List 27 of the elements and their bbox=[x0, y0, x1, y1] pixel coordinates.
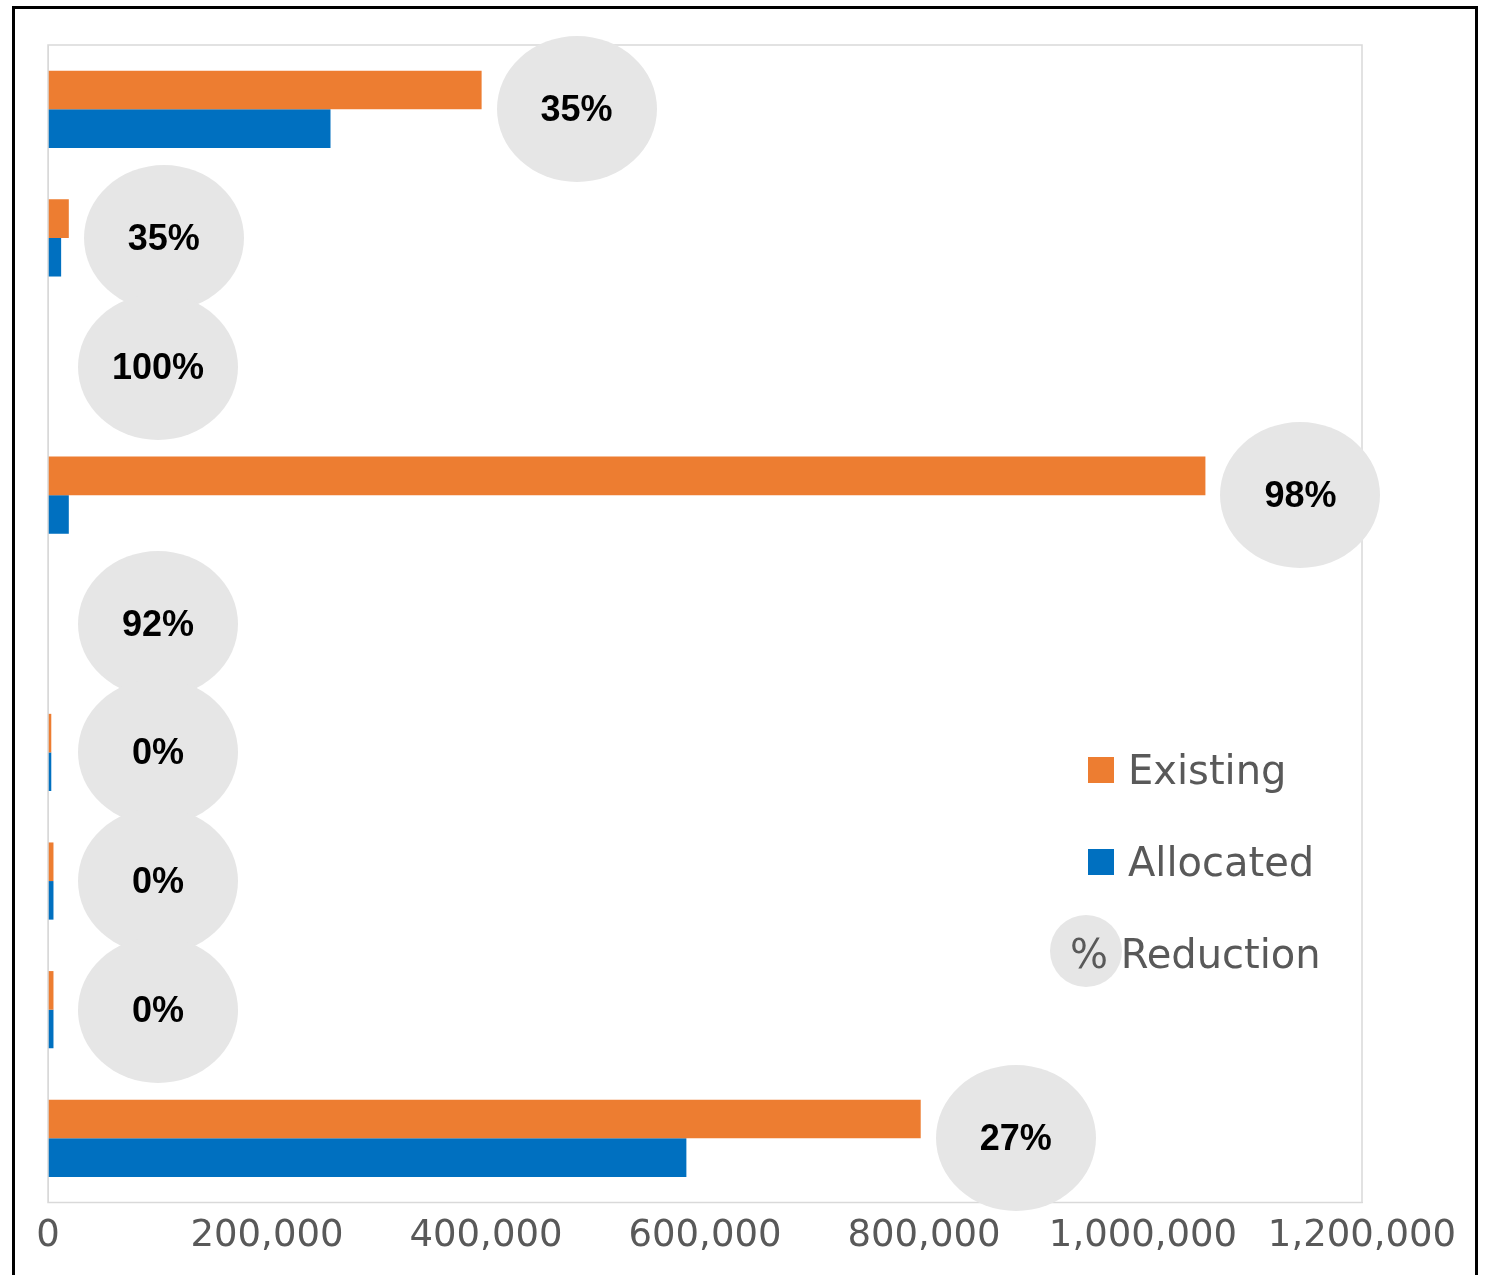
x-tick-label: 400,000 bbox=[409, 1212, 563, 1256]
annotation: 98% bbox=[1264, 474, 1337, 517]
bar bbox=[48, 70, 482, 110]
x-tick-label: 200,000 bbox=[190, 1212, 344, 1256]
bar bbox=[48, 199, 69, 238]
annotation: 0% bbox=[131, 731, 185, 774]
annotation: 0% bbox=[131, 988, 185, 1031]
bar bbox=[48, 1138, 687, 1177]
bar bbox=[48, 456, 1206, 496]
annotation: 35% bbox=[540, 88, 613, 131]
annotation: 27% bbox=[979, 1117, 1052, 1160]
annotation: 35% bbox=[127, 216, 200, 259]
bar bbox=[48, 109, 331, 148]
bar bbox=[48, 1099, 921, 1139]
x-tick-label: 1,200,000 bbox=[1267, 1212, 1457, 1256]
x-tick-label: 0 bbox=[36, 1212, 60, 1256]
legend-title: % Reduction bbox=[1069, 931, 1321, 977]
annotation: 0% bbox=[131, 860, 185, 903]
legend-label: Existing bbox=[1128, 747, 1287, 793]
x-tick-label: 1,000,000 bbox=[1048, 1212, 1238, 1256]
legend-label: Allocated bbox=[1128, 839, 1315, 885]
bar bbox=[48, 495, 69, 534]
annotation: 100% bbox=[111, 345, 205, 388]
bar bbox=[48, 237, 62, 277]
x-tick-label: 600,000 bbox=[628, 1212, 782, 1256]
x-tick-label: 800,000 bbox=[847, 1212, 1001, 1256]
annotation: 92% bbox=[121, 602, 195, 645]
